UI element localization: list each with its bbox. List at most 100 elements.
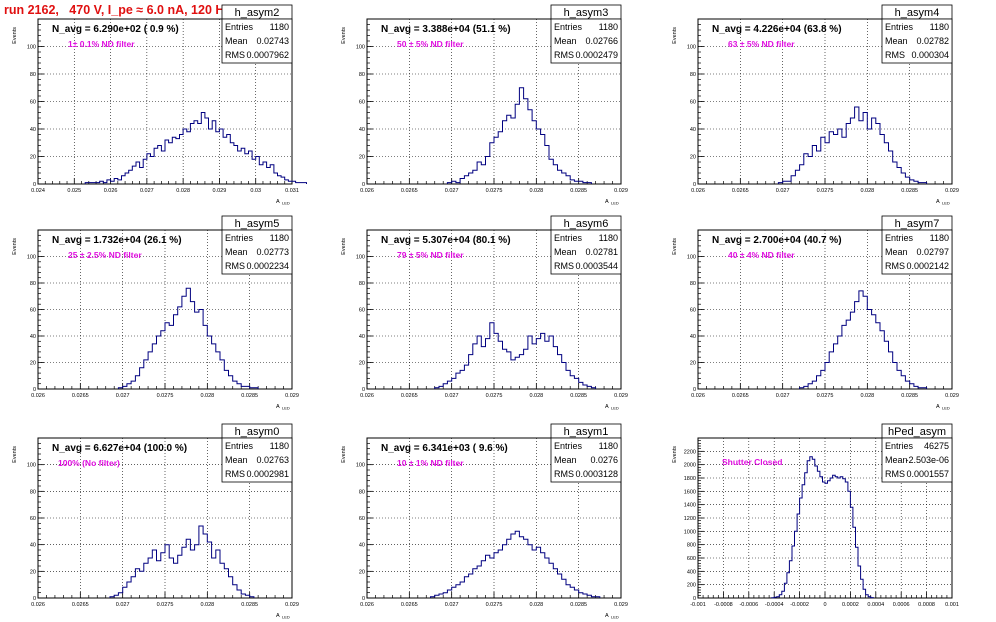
x-tick-label: 0.0008 [918, 602, 935, 608]
stats-key: Mean [225, 455, 248, 465]
x-tick-label: 0.028 [176, 188, 190, 194]
stats-body-box [221, 437, 293, 483]
y-tick-label: 20 [30, 155, 36, 161]
stats-title: h_asym5 [235, 218, 280, 230]
stats-key: Entries [554, 441, 583, 451]
stats-box-h_asym6: h_asym6 Entries 1180 Mean 0.02781 RMS 0.000354… [550, 215, 622, 275]
stats-value: 0.02743 [256, 36, 289, 46]
histogram-line [117, 287, 259, 389]
x-tick-label: 0.0265 [72, 602, 89, 608]
stats-key: Mean [885, 247, 908, 257]
stats-key: Entries [225, 22, 254, 32]
x-tick-label: 0.0275 [157, 602, 174, 608]
y-axis-title: Events [672, 27, 678, 44]
x-axis-title-sub: LED [611, 201, 619, 206]
y-axis-title: Events [341, 446, 347, 463]
stats-title: h_asym1 [564, 426, 609, 438]
stats-box-h_asym3: h_asym3 Entries 1180 Mean 0.02766 RMS 0.000247… [550, 4, 622, 64]
x-tick-label: 0.029 [945, 393, 959, 399]
x-tick-label: 0.026 [31, 393, 45, 399]
navg-label: N_avg = 2.700e+04 (40.7 %) [712, 235, 842, 246]
stats-key: Mean [885, 455, 908, 465]
y-tick-label: 80 [30, 489, 36, 495]
stats-title: hPed_asym [888, 426, 946, 438]
stats-title: h_asym6 [564, 218, 609, 230]
x-tick-label: 0.0265 [401, 393, 418, 399]
y-tick-label: 0 [33, 182, 36, 188]
stats-value: 0.02766 [585, 36, 618, 46]
stats-value: 0.02763 [256, 455, 289, 465]
x-tick-label: 0.028 [860, 188, 874, 194]
y-tick-label: 60 [30, 516, 36, 522]
x-tick-label: 0.025 [67, 188, 81, 194]
y-tick-label: 20 [359, 361, 365, 367]
y-tick-label: 80 [690, 72, 696, 78]
x-axis-title-sub: LED [282, 201, 290, 206]
x-tick-label: 0.024 [31, 188, 45, 194]
y-tick-label: 40 [690, 127, 696, 133]
x-tick-label: 0.0006 [893, 602, 910, 608]
stats-body-box [550, 437, 622, 483]
y-tick-label: 100 [687, 45, 696, 51]
y-tick-label: 0 [693, 387, 696, 393]
stats-box-h_asym4: h_asym4 Entries 1180 Mean 0.02782 RMS 0.000304 [881, 4, 953, 64]
stats-body-box [550, 18, 622, 64]
stats-body-box [550, 229, 622, 275]
y-tick-label: 20 [690, 361, 696, 367]
y-tick-label: 100 [687, 255, 696, 261]
stats-value: 1180 [270, 22, 289, 32]
x-tick-label: 0.026 [360, 393, 374, 399]
y-tick-label: 100 [356, 463, 365, 469]
x-tick-label: 0.026 [691, 393, 705, 399]
x-tick-label: 0.0285 [570, 602, 587, 608]
stats-key: Mean [554, 247, 577, 257]
filter-label: 40 ± 4% ND filter [728, 250, 795, 260]
y-tick-label: 40 [359, 543, 365, 549]
x-axis-title-sub: LED [942, 406, 950, 411]
y-tick-label: 60 [359, 100, 365, 106]
stats-value: 0.0002142 [906, 261, 949, 271]
x-tick-label: 0.028 [200, 602, 214, 608]
y-tick-label: 100 [27, 255, 36, 261]
x-tick-label: 0.027 [445, 188, 459, 194]
stats-body-box [881, 229, 953, 275]
filter-label: 79 ± 5% ND filter [397, 250, 464, 260]
x-axis-title: A [276, 404, 280, 410]
x-axis-title: A [605, 199, 609, 205]
x-tick-label: 0.026 [31, 602, 45, 608]
y-tick-label: 400 [687, 569, 696, 575]
histogram-line [430, 530, 601, 598]
x-tick-label: 0.0275 [817, 188, 834, 194]
x-tick-label: 0.029 [614, 393, 628, 399]
x-tick-label: 0.03 [250, 188, 261, 194]
y-tick-label: 20 [30, 361, 36, 367]
y-axis-title: Events [672, 446, 678, 463]
stats-box-h_asym7: h_asym7 Entries 1180 Mean 0.02797 RMS 0.000214… [881, 215, 953, 275]
x-tick-label: 0.029 [614, 188, 628, 194]
panel-h_asym3: 0.026 0.0265 0.027 0.0275 0.028 0.0285 0.029 0 2… [341, 4, 628, 206]
stats-key: RMS [225, 261, 245, 271]
y-tick-label: 80 [359, 72, 365, 78]
y-tick-label: 1400 [684, 503, 696, 509]
y-tick-label: 0 [33, 596, 36, 602]
panel-h_asym6: 0.026 0.0265 0.027 0.0275 0.028 0.0285 0.029 0 2… [341, 215, 628, 411]
stats-value: 1180 [599, 441, 618, 451]
y-tick-label: 1200 [684, 516, 696, 522]
x-axis-title: A [936, 404, 940, 410]
x-tick-label: 0.029 [285, 393, 299, 399]
y-tick-label: 600 [687, 556, 696, 562]
x-axis-title: A [276, 613, 280, 619]
y-tick-label: 40 [359, 334, 365, 340]
stats-body-box [221, 229, 293, 275]
x-tick-label: 0.029 [285, 602, 299, 608]
stats-key: Mean [554, 36, 577, 46]
stats-key: RMS [225, 50, 245, 60]
panel-h_asym1: 0.026 0.0265 0.027 0.0275 0.028 0.0285 0.029 0 2… [341, 423, 628, 620]
x-axis-title: A [276, 199, 280, 205]
x-axis-title: A [936, 199, 940, 205]
x-tick-label: 0.027 [116, 602, 130, 608]
x-tick-label: 0.0285 [241, 393, 258, 399]
stats-box-h_asym5: h_asym5 Entries 1180 Mean 0.02773 RMS 0.000223… [221, 215, 293, 275]
y-tick-label: 60 [30, 100, 36, 106]
y-axis-title: Events [672, 238, 678, 255]
